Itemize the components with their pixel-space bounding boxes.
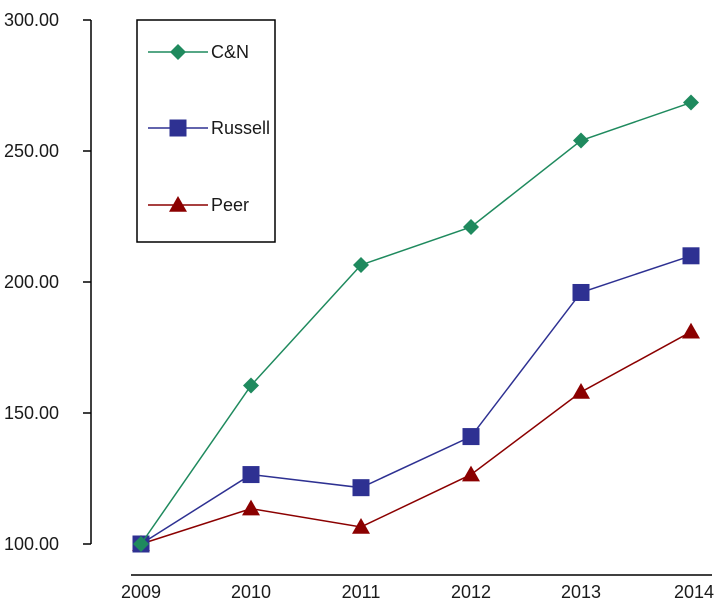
data-point-square: [462, 428, 480, 446]
data-point-diamond: [243, 377, 259, 394]
legend-label: C&N: [211, 42, 249, 62]
legend-marker-square: [169, 119, 187, 137]
x-tick-label: 2012: [451, 582, 491, 601]
data-point-diamond: [683, 94, 699, 111]
series-line: [140, 331, 692, 545]
data-point-triangle: [682, 322, 700, 339]
series-line: [140, 255, 692, 545]
x-tick-label: 2014: [674, 582, 714, 601]
data-point-square: [682, 247, 700, 265]
legend-item: Russell: [148, 118, 270, 138]
data-point-square: [242, 466, 260, 484]
legend-label: Russell: [211, 118, 270, 138]
x-tick-label: 2009: [121, 582, 161, 601]
data-point-square: [572, 283, 590, 301]
data-point-diamond: [463, 218, 479, 235]
series-square: [132, 247, 700, 553]
series-layer: [132, 94, 700, 553]
legend-marker-triangle: [169, 196, 187, 212]
data-point-square: [352, 479, 370, 497]
legend: C&N Russell Peer: [136, 19, 276, 243]
y-tick-label: 100.00: [4, 534, 59, 554]
legend-item: C&N: [148, 42, 249, 62]
series-triangle: [132, 322, 700, 551]
legend-label: Peer: [211, 195, 249, 215]
axes: 100.00 150.00 200.00 250.00 300.00 2009 2010 20…: [4, 10, 714, 601]
y-tick-label: 300.00: [4, 10, 59, 30]
data-point-diamond: [573, 132, 589, 149]
series-line: [140, 101, 692, 545]
data-point-triangle: [242, 499, 260, 516]
y-tick-label: 250.00: [4, 141, 59, 161]
data-point-triangle: [572, 383, 590, 399]
x-tick-label: 2011: [342, 582, 381, 601]
x-tick-label: 2010: [231, 582, 271, 601]
data-point-triangle: [352, 517, 370, 534]
x-tick-label: 2013: [561, 582, 601, 601]
data-point-diamond: [133, 536, 149, 552]
legend-item: Peer: [148, 195, 249, 215]
data-point-diamond: [353, 256, 369, 273]
y-tick-label: 200.00: [4, 272, 59, 292]
data-point-triangle: [462, 465, 480, 482]
y-tick-label: 150.00: [4, 403, 59, 423]
series-diamond: [133, 94, 699, 552]
legend-marker-diamond: [170, 44, 186, 60]
